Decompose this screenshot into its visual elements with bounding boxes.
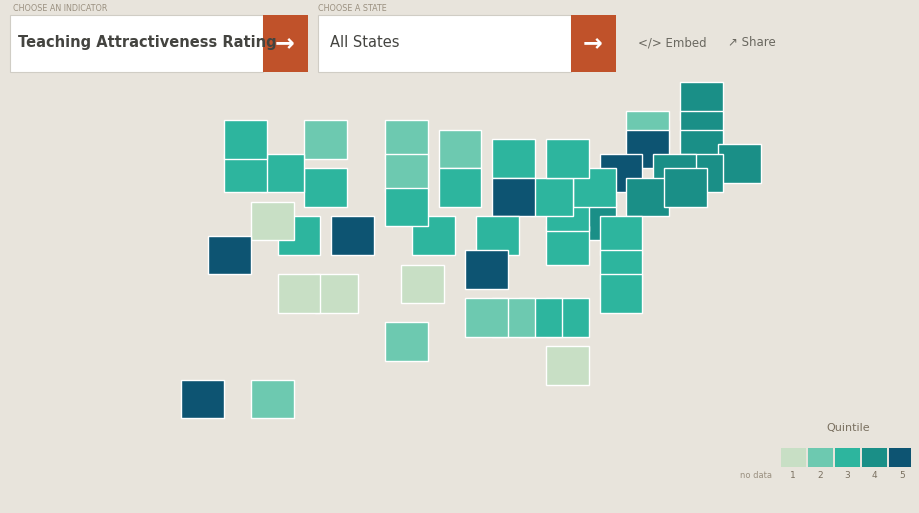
Bar xyxy=(412,216,454,255)
Bar xyxy=(438,168,481,207)
Bar xyxy=(384,154,427,192)
FancyBboxPatch shape xyxy=(318,15,571,71)
Bar xyxy=(492,178,535,216)
Bar xyxy=(250,202,293,241)
Bar xyxy=(181,380,223,419)
Text: 4: 4 xyxy=(871,471,877,480)
Bar xyxy=(208,235,250,274)
Bar xyxy=(250,380,293,419)
Bar xyxy=(465,298,507,337)
Text: →: → xyxy=(275,31,295,55)
Text: no data: no data xyxy=(739,471,771,480)
Text: </> Embed: </> Embed xyxy=(637,36,706,49)
Bar xyxy=(599,154,641,192)
Text: CHOOSE A STATE: CHOOSE A STATE xyxy=(318,4,386,13)
Bar xyxy=(664,168,706,207)
Text: Quintile: Quintile xyxy=(826,423,869,432)
Bar xyxy=(278,274,320,312)
Bar xyxy=(261,154,304,192)
Bar xyxy=(518,298,562,337)
Bar xyxy=(679,111,722,149)
Text: All States: All States xyxy=(330,35,399,50)
Bar xyxy=(626,130,669,168)
Bar xyxy=(545,298,588,337)
Bar xyxy=(465,250,507,288)
Bar xyxy=(384,188,427,226)
FancyBboxPatch shape xyxy=(861,448,886,467)
Bar xyxy=(476,216,518,255)
Bar xyxy=(545,346,588,385)
FancyBboxPatch shape xyxy=(571,15,616,71)
Bar xyxy=(572,168,615,207)
Bar xyxy=(529,178,572,216)
Bar xyxy=(545,226,588,265)
Bar xyxy=(599,250,641,288)
Bar xyxy=(545,140,588,178)
FancyBboxPatch shape xyxy=(263,15,308,71)
Bar xyxy=(492,140,535,178)
Bar xyxy=(223,120,267,159)
Bar xyxy=(626,111,669,149)
Text: 3: 3 xyxy=(844,471,849,480)
Bar xyxy=(679,130,722,168)
Text: 1: 1 xyxy=(789,471,795,480)
Bar xyxy=(652,154,696,192)
FancyBboxPatch shape xyxy=(807,448,832,467)
Bar xyxy=(626,178,669,216)
Bar xyxy=(384,120,427,159)
Bar xyxy=(314,274,357,312)
Bar xyxy=(717,144,760,183)
Bar xyxy=(679,154,722,192)
Text: 5: 5 xyxy=(898,471,903,480)
Bar xyxy=(401,265,444,303)
Bar xyxy=(679,82,722,120)
Bar xyxy=(331,216,374,255)
Text: 2: 2 xyxy=(817,471,823,480)
Text: ↗ Share: ↗ Share xyxy=(727,36,775,49)
FancyBboxPatch shape xyxy=(10,15,263,71)
Text: Teaching Attractiveness Rating: Teaching Attractiveness Rating xyxy=(18,35,277,50)
Bar xyxy=(304,168,347,207)
Bar xyxy=(572,202,615,241)
Bar xyxy=(438,130,481,168)
Bar xyxy=(304,120,347,159)
Bar xyxy=(545,192,588,231)
FancyBboxPatch shape xyxy=(889,448,913,467)
FancyBboxPatch shape xyxy=(780,448,805,467)
Bar xyxy=(384,322,427,361)
Text: →: → xyxy=(583,31,602,55)
FancyBboxPatch shape xyxy=(834,448,859,467)
Bar xyxy=(599,216,641,255)
Text: CHOOSE AN INDICATOR: CHOOSE AN INDICATOR xyxy=(13,4,108,13)
Bar xyxy=(599,274,641,312)
Bar xyxy=(278,216,320,255)
Bar xyxy=(223,154,267,192)
Bar xyxy=(492,298,535,337)
